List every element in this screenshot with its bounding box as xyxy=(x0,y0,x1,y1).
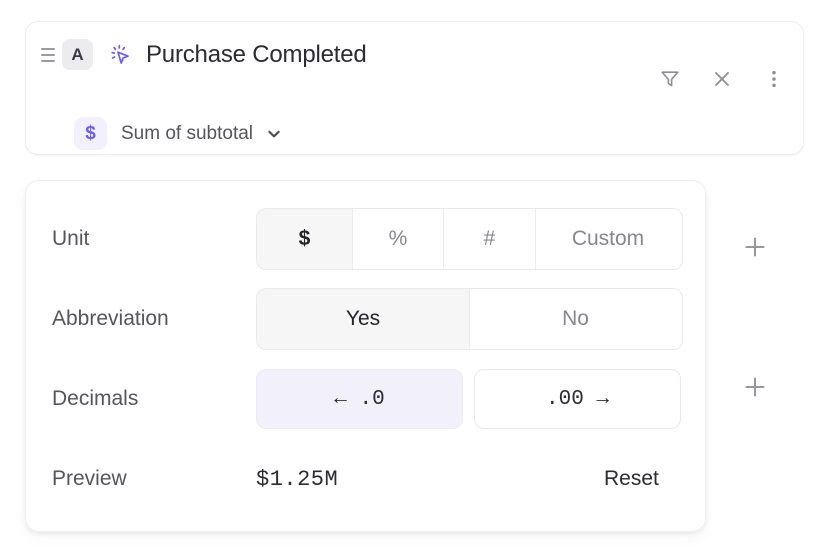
unit-option-percent[interactable]: % xyxy=(352,209,443,269)
unit-option-dollar[interactable]: $ xyxy=(257,209,352,269)
plus-icon xyxy=(745,377,765,397)
add-row-top-button[interactable] xyxy=(740,232,770,262)
metric-header-primary-row: A Purchase Completed xyxy=(37,39,367,70)
close-icon[interactable] xyxy=(709,66,735,92)
abbreviation-option-yes[interactable]: Yes xyxy=(257,289,469,349)
plus-icon xyxy=(745,237,765,257)
click-cursor-icon xyxy=(107,42,133,68)
metric-header-card: A Purchase Completed $ Sum of subtotal xyxy=(25,21,804,155)
unit-segmented-control: $ % # Custom xyxy=(256,208,683,270)
add-row-bottom-button[interactable] xyxy=(740,372,770,402)
header-actions xyxy=(657,66,787,92)
preview-label: Preview xyxy=(52,467,127,490)
filter-icon[interactable] xyxy=(657,66,683,92)
unit-option-custom[interactable]: Custom xyxy=(535,209,680,269)
unit-option-number[interactable]: # xyxy=(443,209,535,269)
chevron-down-icon[interactable] xyxy=(265,125,283,143)
reset-button[interactable]: Reset xyxy=(604,467,659,490)
abbreviation-option-no[interactable]: No xyxy=(469,289,681,349)
unit-label: Unit xyxy=(52,227,90,250)
abbreviation-row: Abbreviation Yes No xyxy=(26,288,705,350)
drag-handle-icon[interactable] xyxy=(37,42,59,68)
currency-badge: $ xyxy=(74,117,107,150)
format-options-card: Unit $ % # Custom Abbreviation Yes No De… xyxy=(25,180,706,532)
decrease-decimals-button[interactable]: ← .0 xyxy=(256,369,463,429)
aggregation-label[interactable]: Sum of subtotal xyxy=(121,122,254,144)
letter-badge: A xyxy=(62,39,93,70)
preview-row: Preview $1.25M Reset xyxy=(26,449,705,509)
decimals-controls: ← .0 .00 → xyxy=(256,369,681,429)
abbreviation-label: Abbreviation xyxy=(52,307,169,330)
more-options-icon[interactable] xyxy=(761,66,787,92)
decimals-row: Decimals ← .0 .00 → xyxy=(26,369,705,429)
unit-row: Unit $ % # Custom xyxy=(26,208,705,270)
page-title: Purchase Completed xyxy=(146,40,367,68)
preview-value: $1.25M xyxy=(256,466,339,492)
increase-decimals-button[interactable]: .00 → xyxy=(474,369,681,429)
metric-header-secondary-row: $ Sum of subtotal xyxy=(74,117,283,150)
abbreviation-segmented-control: Yes No xyxy=(256,288,683,350)
decimals-label: Decimals xyxy=(52,387,139,410)
